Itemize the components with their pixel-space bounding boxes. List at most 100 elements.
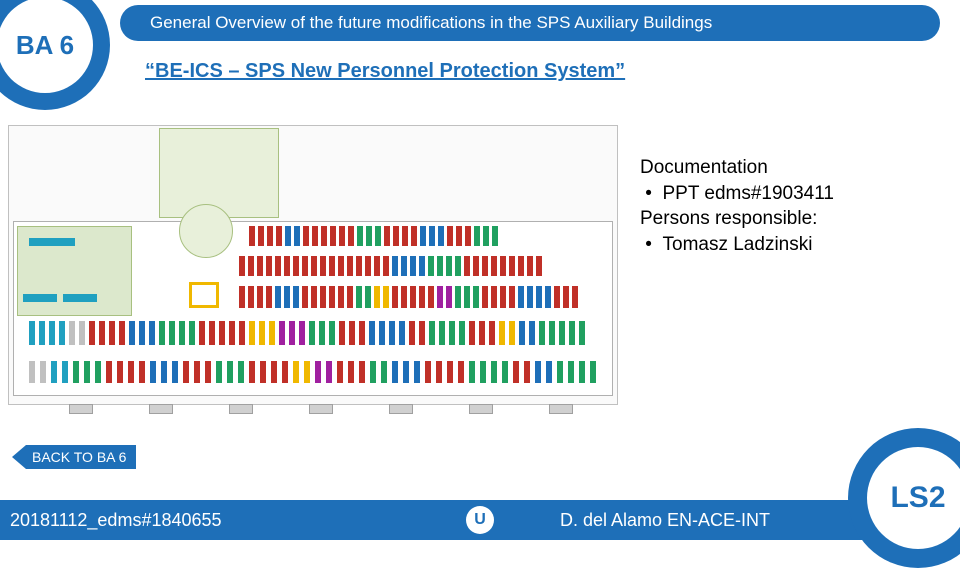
floorplan-tab <box>469 404 493 414</box>
person-item: • Tomasz Ladzinski <box>640 232 834 258</box>
floorplan-rack <box>436 361 442 383</box>
floorplan-rack <box>474 226 480 246</box>
floorplan-rack <box>527 256 533 276</box>
floorplan-rack <box>374 256 380 276</box>
floorplan-rack <box>410 256 416 276</box>
floorplan-rack <box>554 286 560 308</box>
floorplan-rack <box>248 256 254 276</box>
floorplan-rack <box>299 321 305 345</box>
floorplan-rack <box>282 361 288 383</box>
floorplan-rack <box>513 361 519 383</box>
floorplan-rack <box>294 226 300 246</box>
floorplan-rack <box>119 321 125 345</box>
floorplan-rack <box>29 321 35 345</box>
footer-doc-ref: 20181112_edms#1840655 <box>10 510 222 531</box>
floorplan-rack <box>428 286 434 308</box>
floorplan-rack <box>150 361 156 383</box>
floorplan-tab <box>549 404 573 414</box>
floorplan-rack <box>248 286 254 308</box>
floorplan-rack <box>293 286 299 308</box>
floorplan-rack <box>455 286 461 308</box>
floorplan-rack <box>293 361 299 383</box>
floorplan-rack <box>569 321 575 345</box>
floorplan-rack <box>320 286 326 308</box>
floorplan-rack <box>411 226 417 246</box>
floorplan-rack <box>285 226 291 246</box>
ba-badge-inner: BA 6 <box>0 0 93 93</box>
floorplan-rack <box>99 321 105 345</box>
floorplan-rack <box>267 226 273 246</box>
floorplan-rack <box>319 321 325 345</box>
back-button[interactable]: BACK TO BA 6 <box>12 445 136 469</box>
floorplan-highlight-box <box>189 282 219 308</box>
floorplan-tab <box>309 404 333 414</box>
floorplan-rack <box>519 321 525 345</box>
floorplan-rack <box>482 256 488 276</box>
floorplan-rack <box>329 286 335 308</box>
floorplan-rack <box>369 321 375 345</box>
floorplan-rack <box>518 286 524 308</box>
floorplan-rack <box>357 226 363 246</box>
floorplan-rack <box>349 321 355 345</box>
floorplan-rack <box>365 256 371 276</box>
floorplan-rack <box>437 256 443 276</box>
floorplan-rack <box>527 286 533 308</box>
floorplan-rack <box>356 286 362 308</box>
floorplan-rack <box>338 286 344 308</box>
floorplan-rack <box>238 361 244 383</box>
floorplan-rack <box>370 361 376 383</box>
floorplan-rack <box>446 286 452 308</box>
floorplan-rack <box>84 361 90 383</box>
floorplan-rack <box>379 321 385 345</box>
header-banner: General Overview of the future modificat… <box>120 5 940 41</box>
floorplan-rack <box>439 321 445 345</box>
floorplan-rack <box>339 226 345 246</box>
floorplan-rack <box>459 321 465 345</box>
floorplan-rack <box>539 321 545 345</box>
floorplan-diagram <box>8 125 618 405</box>
floorplan-circle-room <box>179 204 233 258</box>
floorplan-rack <box>49 321 55 345</box>
back-button-label: BACK TO BA 6 <box>26 445 136 469</box>
floorplan-rack <box>458 361 464 383</box>
floorplan-rack <box>414 361 420 383</box>
floorplan-rack <box>179 321 185 345</box>
persons-heading: Persons responsible: <box>640 206 834 232</box>
floorplan-rack <box>446 256 452 276</box>
floorplan-rack <box>489 321 495 345</box>
floorplan-rack <box>356 256 362 276</box>
floorplan-rack <box>529 321 535 345</box>
floorplan-rack <box>419 256 425 276</box>
floorplan-rack <box>51 361 57 383</box>
ls2-badge: LS2 <box>848 428 960 568</box>
floorplan-rack <box>483 226 489 246</box>
floorplan-rack <box>381 361 387 383</box>
floorplan-rack <box>266 286 272 308</box>
floorplan-rack <box>249 361 255 383</box>
floorplan-rack <box>284 286 290 308</box>
floorplan-rack <box>437 286 443 308</box>
floorplan-rack <box>62 361 68 383</box>
floorplan-rack <box>311 256 317 276</box>
floorplan-rack <box>258 226 264 246</box>
floorplan-rack <box>128 361 134 383</box>
floorplan-hbar <box>23 294 57 302</box>
floorplan-rack <box>480 361 486 383</box>
floorplan-rack <box>40 361 46 383</box>
floorplan-rack <box>229 321 235 345</box>
floorplan-rack <box>509 286 515 308</box>
floorplan-rack <box>29 361 35 383</box>
floorplan-rack <box>579 361 585 383</box>
floorplan-rack <box>429 226 435 246</box>
floorplan-rack <box>479 321 485 345</box>
floorplan-tab <box>389 404 413 414</box>
floorplan-tab <box>229 404 253 414</box>
floorplan-rack <box>205 361 211 383</box>
floorplan-rack <box>491 286 497 308</box>
floorplan-rack <box>347 286 353 308</box>
floorplan-rack <box>284 256 290 276</box>
floorplan-rack <box>401 256 407 276</box>
floorplan-rack <box>464 256 470 276</box>
floorplan-rack <box>293 256 299 276</box>
floorplan-rack <box>106 361 112 383</box>
